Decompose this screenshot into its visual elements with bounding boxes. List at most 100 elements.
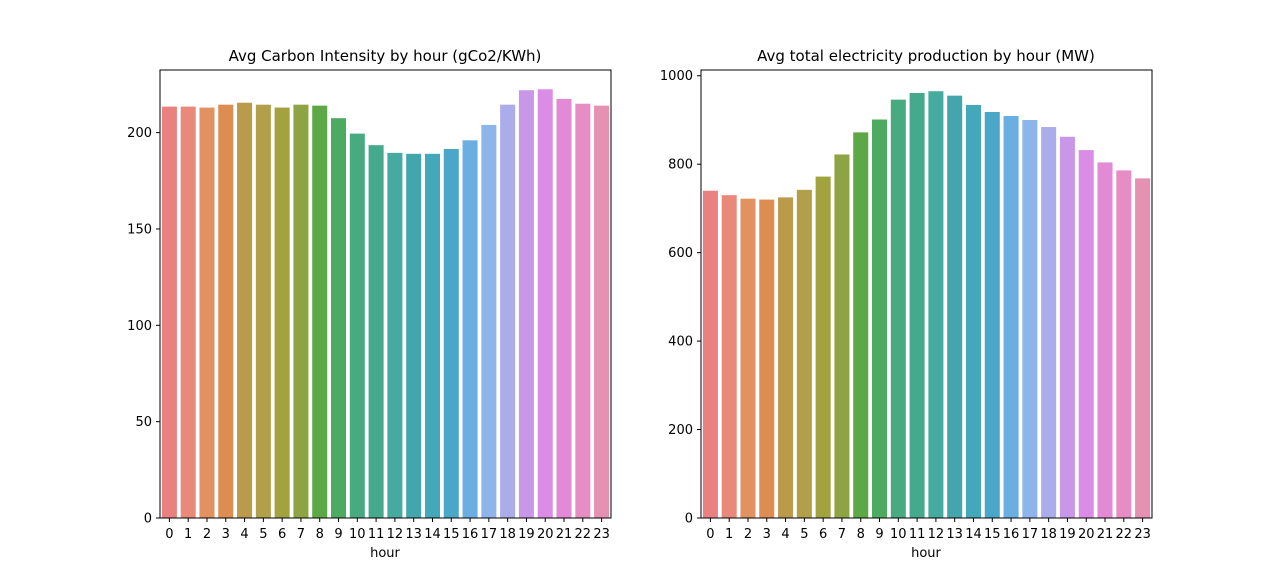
x-tick-label: 18: [1040, 527, 1057, 542]
bar-hour-16: [1003, 115, 1019, 519]
bar-hour-21: [1097, 162, 1113, 518]
x-tick-label: 0: [706, 527, 714, 542]
bar-hour-14: [424, 153, 440, 518]
bar-hour-14: [965, 104, 981, 518]
y-tick-label: 1000: [660, 69, 693, 84]
bar-hour-13: [406, 153, 422, 518]
x-tick-label: 1: [184, 527, 192, 542]
bar-hour-15: [443, 149, 459, 518]
bar-hour-23: [1135, 178, 1151, 518]
bars: [161, 89, 610, 519]
bar-hour-19: [1059, 136, 1075, 518]
x-tick-label: 22: [1116, 527, 1133, 542]
x-axis-ticks: 0 1 2 3 4 5 6 7 8 9 10 11 12 13 14 15 16 17 18 19 20 21 22 23: [706, 518, 1151, 542]
x-tick-label: 21: [1097, 527, 1114, 542]
bar-hour-9: [331, 118, 347, 519]
x-tick-label: 22: [575, 527, 592, 542]
bars: [702, 91, 1151, 519]
x-axis-label: hour: [911, 546, 941, 561]
bar-hour-20: [1078, 150, 1094, 519]
bar-hour-0: [702, 190, 718, 519]
x-tick-label: 14: [424, 527, 441, 542]
x-tick-label: 3: [222, 527, 230, 542]
carbon-intensity-chart: Avg Carbon Intensity by hour (gCo2/KWh) …: [127, 47, 612, 561]
bar-hour-8: [853, 132, 869, 519]
y-tick-label: 800: [668, 158, 693, 173]
bar-hour-1: [721, 195, 737, 518]
y-tick-label: 0: [685, 512, 693, 527]
x-tick-label: 12: [928, 527, 945, 542]
x-tick-label: 2: [203, 527, 211, 542]
y-axis-ticks: 0 50 100 150 200: [127, 126, 160, 527]
x-tick-label: 3: [763, 527, 771, 542]
bar-hour-1: [180, 106, 196, 519]
electricity-production-chart: Avg total electricity production by hour…: [660, 47, 1153, 561]
y-tick-label: 0: [144, 512, 152, 527]
x-tick-label: 14: [965, 527, 982, 542]
y-axis-ticks: 0 200 400 600 800 1000: [660, 69, 701, 527]
x-tick-label: 11: [368, 527, 385, 542]
bar-hour-12: [928, 91, 944, 518]
bar-hour-2: [199, 107, 215, 518]
y-tick-label: 600: [668, 246, 693, 261]
bar-hour-23: [594, 105, 610, 519]
bar-hour-15: [984, 112, 1000, 518]
y-tick-label: 400: [668, 335, 693, 350]
x-tick-label: 18: [499, 527, 516, 542]
bar-hour-22: [575, 103, 591, 518]
x-tick-label: 6: [278, 527, 286, 542]
bar-hour-19: [518, 90, 534, 518]
x-tick-label: 15: [984, 527, 1001, 542]
bar-hour-12: [387, 152, 403, 519]
x-tick-label: 23: [1134, 527, 1151, 542]
x-tick-label: 5: [800, 527, 808, 542]
axes-frame: [159, 69, 612, 519]
x-tick-label: 10: [890, 527, 907, 542]
x-tick-label: 17: [1022, 527, 1039, 542]
x-tick-label: 20: [537, 527, 554, 542]
x-tick-label: 19: [1059, 527, 1076, 542]
x-tick-label: 23: [593, 527, 610, 542]
y-tick-label: 150: [127, 222, 152, 237]
bar-hour-11: [368, 145, 384, 518]
x-tick-label: 7: [297, 527, 305, 542]
bar-hour-20: [537, 89, 553, 519]
bar-hour-4: [237, 102, 253, 518]
x-tick-label: 16: [462, 527, 479, 542]
y-tick-label: 100: [127, 319, 152, 334]
x-tick-label: 16: [1003, 527, 1020, 542]
bar-hour-16: [462, 140, 478, 518]
bar-hour-5: [796, 189, 812, 518]
x-tick-label: 2: [744, 527, 752, 542]
x-tick-label: 20: [1078, 527, 1095, 542]
bar-hour-18: [500, 104, 516, 519]
bar-hour-17: [481, 124, 497, 519]
bar-hour-18: [1041, 127, 1057, 519]
bar-hour-17: [1022, 119, 1038, 518]
x-tick-label: 9: [334, 527, 342, 542]
x-axis-ticks: 0 1 2 3 4 5 6 7 8 9 10 11 12 13 14 15 16 17 18 19 20 21 22 23: [165, 518, 610, 542]
x-tick-label: 19: [518, 527, 535, 542]
y-tick-label: 50: [135, 415, 152, 430]
bar-hour-13: [947, 95, 963, 519]
x-tick-label: 4: [781, 527, 789, 542]
bar-hour-7: [834, 154, 850, 518]
y-tick-label: 200: [668, 423, 693, 438]
x-tick-label: 8: [857, 527, 865, 542]
bar-hour-8: [312, 105, 328, 519]
bar-hour-3: [759, 199, 775, 518]
x-tick-label: 10: [349, 527, 366, 542]
x-tick-label: 12: [387, 527, 404, 542]
bar-hour-2: [740, 198, 756, 518]
bar-hour-9: [872, 119, 888, 518]
x-tick-label: 4: [240, 527, 248, 542]
bar-hour-0: [161, 106, 177, 519]
x-tick-label: 11: [909, 527, 926, 542]
bar-hour-22: [1116, 170, 1132, 518]
bar-hour-7: [293, 104, 309, 519]
x-tick-label: 8: [316, 527, 324, 542]
x-tick-label: 17: [481, 527, 498, 542]
x-tick-label: 15: [443, 527, 460, 542]
chart-title: Avg Carbon Intensity by hour (gCo2/KWh): [229, 47, 542, 65]
